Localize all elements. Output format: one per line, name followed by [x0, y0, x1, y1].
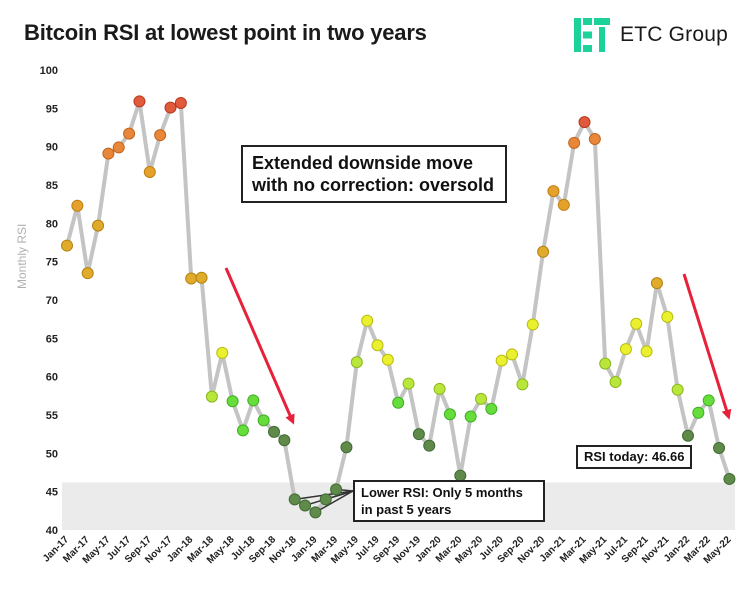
data-point: [381, 353, 394, 366]
data-point: [361, 314, 374, 327]
data-point: [185, 272, 198, 285]
y-tick-label: 90: [46, 142, 58, 154]
data-point: [599, 357, 612, 370]
data-point: [516, 378, 529, 391]
data-point: [81, 267, 94, 280]
x-axis-ticks: Jan-17Mar-17May-17Jul-17Sep-17Nov-17Jan-…: [41, 534, 734, 566]
y-tick-label: 70: [46, 295, 58, 307]
data-point: [123, 127, 136, 140]
data-point: [537, 245, 550, 258]
y-tick-label: 75: [46, 257, 58, 269]
data-point: [423, 439, 436, 452]
data-point: [92, 219, 105, 232]
annotation-rsi-today: RSI today: 46.66: [576, 445, 693, 469]
y-tick-label: 100: [40, 65, 58, 77]
y-tick-label: 40: [46, 525, 58, 537]
data-point: [433, 382, 446, 395]
data-point: [661, 310, 674, 323]
data-point: [682, 429, 694, 442]
data-point: [495, 354, 508, 367]
logo-text: ETC Group: [620, 23, 728, 46]
y-axis-ticks: 40 45 50 55 60 65 70 75 80 85 90 95 100: [40, 65, 58, 537]
data-point: [588, 133, 601, 145]
data-point: [154, 129, 167, 142]
data-point: [547, 185, 560, 198]
data-point: [330, 483, 343, 496]
annotation-oversold: Extended downside move with no correctio…: [241, 145, 507, 203]
annotation-lower-rsi: Lower RSI: Only 5 months in past 5 years: [353, 480, 545, 522]
y-tick-label: 55: [46, 410, 58, 422]
logo: ETC Group: [574, 18, 728, 52]
y-tick-label: 45: [46, 487, 58, 499]
data-point: [619, 343, 632, 356]
data-point: [174, 96, 187, 109]
data-point: [506, 348, 519, 361]
data-point: [630, 317, 643, 330]
data-point: [205, 390, 218, 403]
data-point: [713, 441, 726, 454]
data-point: [475, 392, 487, 405]
data-point: [257, 414, 270, 427]
leader-line: [315, 490, 354, 514]
downside-arrow-2022: [682, 273, 732, 420]
data-point: [133, 95, 146, 108]
downside-arrow-2018: [224, 267, 295, 425]
y-tick-label: 85: [46, 180, 58, 192]
etc-group-logo-icon: [574, 18, 610, 52]
data-point: [412, 428, 425, 441]
data-point: [299, 499, 312, 512]
data-point: [464, 410, 477, 423]
y-tick-label: 65: [46, 333, 58, 345]
data-point: [319, 493, 332, 506]
data-point: [268, 425, 280, 438]
data-point: [247, 394, 260, 407]
data-point: [392, 396, 405, 409]
data-point: [402, 377, 415, 390]
data-point: [195, 271, 208, 284]
data-point: [216, 346, 229, 359]
data-point: [671, 383, 684, 396]
data-point: [702, 394, 715, 407]
data-point: [609, 376, 622, 389]
y-tick-label: 60: [46, 372, 58, 384]
data-point: [557, 198, 570, 211]
data-point: [443, 408, 456, 421]
data-point: [485, 402, 498, 415]
data-point: [278, 434, 291, 447]
data-point: [371, 339, 384, 352]
data-point: [568, 136, 581, 149]
data-point: [102, 147, 115, 160]
chart-title: Bitcoin RSI at lowest point in two years: [24, 20, 427, 45]
data-point: [61, 239, 73, 252]
data-point: [71, 199, 84, 212]
data-point: [340, 441, 353, 454]
data-point: [723, 472, 736, 485]
data-point: [650, 277, 663, 290]
data-point: [143, 165, 156, 178]
data-point: [692, 406, 705, 419]
data-point: [350, 356, 363, 369]
data-point: [226, 395, 239, 408]
y-tick-label: 80: [46, 218, 58, 230]
data-point: [112, 141, 125, 154]
data-point: [640, 345, 653, 358]
data-point: [309, 506, 322, 519]
data-point: [164, 101, 177, 114]
data-point: [288, 493, 301, 506]
data-point: [236, 424, 249, 437]
data-point: [526, 318, 539, 331]
y-tick-label: 95: [46, 103, 58, 115]
data-point: [578, 116, 591, 129]
y-tick-label: 50: [46, 448, 58, 460]
